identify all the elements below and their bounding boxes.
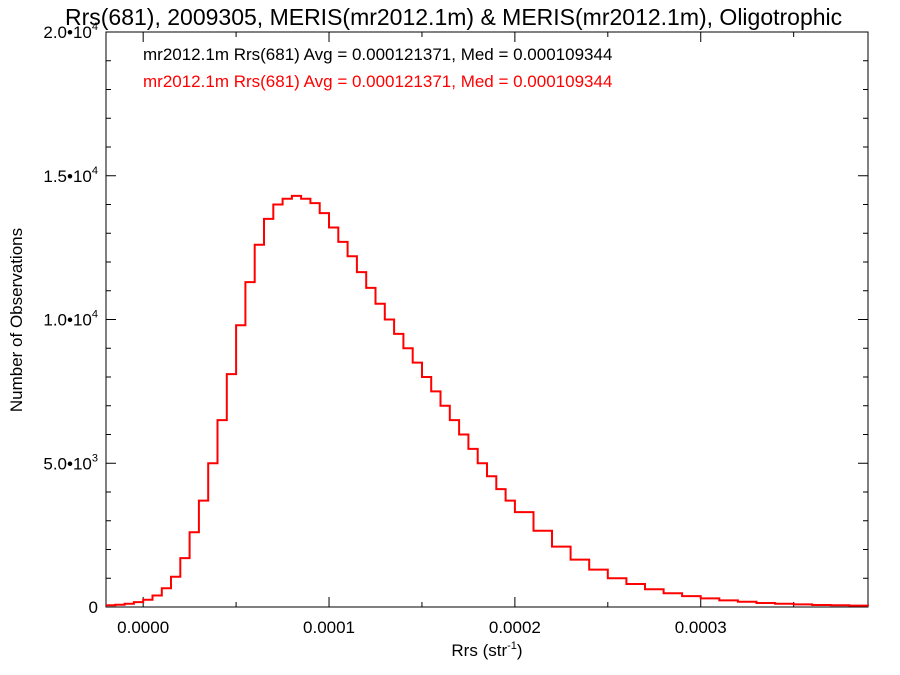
- legend: mr2012.1m Rrs(681) Avg = 0.000121371, Me…: [143, 45, 612, 91]
- legend-entry: mr2012.1m Rrs(681) Avg = 0.000121371, Me…: [143, 72, 612, 91]
- series-layer: [106, 194, 869, 607]
- x-axis-ticks: 0.0000 0.0001 0.0002 0.0003: [117, 32, 795, 637]
- y-tick-label: 2.0•104: [43, 21, 98, 42]
- y-tick-label: 5.0•103: [43, 452, 98, 473]
- y-tick-label: 0: [89, 598, 98, 617]
- x-tick-label: 0.0001: [303, 618, 355, 637]
- plot-frame: [105, 31, 869, 608]
- y-axis-ticks: 0 5.0•103 1.0•104 1.5•104 2.0•104: [43, 21, 868, 617]
- series-line-1: [106, 194, 869, 607]
- x-axis-label: Rrs (str-1): [451, 640, 522, 660]
- y-axis-label: Number of Observations: [7, 228, 26, 412]
- y-tick-label: 1.5•104: [43, 165, 98, 186]
- chart-title: Rrs(681), 2009305, MERIS(mr2012.1m) & ME…: [65, 4, 842, 30]
- legend-entry: mr2012.1m Rrs(681) Avg = 0.000121371, Me…: [143, 45, 612, 64]
- x-tick-label: 0.0000: [117, 618, 169, 637]
- x-tick-label: 0.0002: [489, 618, 541, 637]
- x-axis-label-exponent: -1: [507, 640, 517, 652]
- x-tick-label: 0.0003: [675, 618, 727, 637]
- y-tick-label: 1.0•104: [43, 309, 98, 330]
